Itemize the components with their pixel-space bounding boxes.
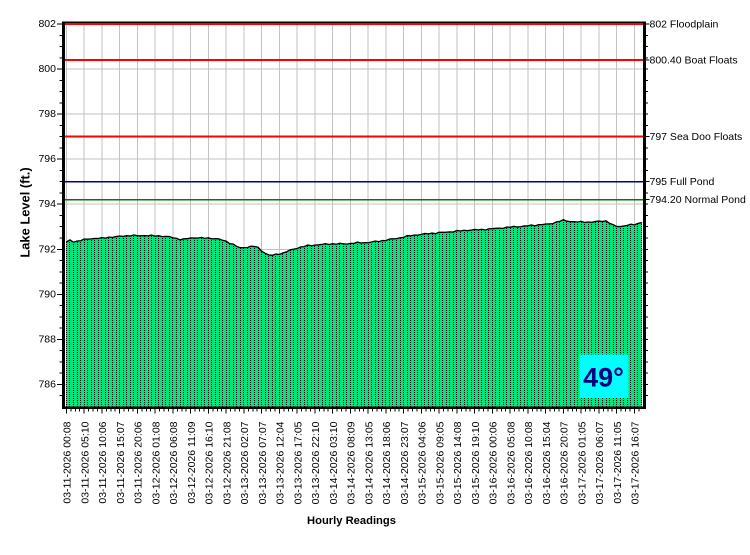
svg-text:03-17-2026 11:05: 03-17-2026 11:05 xyxy=(612,421,624,503)
svg-text:03-11-2026 00:08: 03-11-2026 00:08 xyxy=(62,421,74,503)
svg-text:Lake Level (ft.): Lake Level (ft.) xyxy=(18,167,33,257)
svg-text:802: 802 xyxy=(38,18,56,30)
svg-text:802 Floodplain: 802 Floodplain xyxy=(650,19,719,31)
svg-text:794.20 Normal Pond: 794.20 Normal Pond xyxy=(650,194,746,206)
svg-text:03-12-2026 11:09: 03-12-2026 11:09 xyxy=(186,421,198,503)
svg-text:03-17-2026 01:05: 03-17-2026 01:05 xyxy=(576,421,588,504)
svg-text:800.40 Boat Floats: 800.40 Boat Floats xyxy=(650,55,738,67)
svg-text:03-12-2026 06:08: 03-12-2026 06:08 xyxy=(168,421,180,504)
svg-text:03-13-2026 17:05: 03-13-2026 17:05 xyxy=(292,421,304,504)
svg-text:788: 788 xyxy=(38,333,56,345)
svg-text:03-15-2026 09:05: 03-15-2026 09:05 xyxy=(434,421,446,504)
svg-text:800: 800 xyxy=(38,63,56,75)
svg-text:03-17-2026 06:07: 03-17-2026 06:07 xyxy=(594,421,606,504)
svg-text:03-15-2026 19:10: 03-15-2026 19:10 xyxy=(470,421,482,504)
svg-text:794: 794 xyxy=(38,198,56,210)
svg-text:03-16-2026 20:07: 03-16-2026 20:07 xyxy=(559,421,571,504)
svg-text:796: 796 xyxy=(38,153,56,165)
svg-text:03-15-2026 04:06: 03-15-2026 04:06 xyxy=(417,421,429,504)
svg-text:03-14-2026 23:07: 03-14-2026 23:07 xyxy=(399,421,411,504)
svg-text:03-14-2026 08:09: 03-14-2026 08:09 xyxy=(346,421,358,504)
svg-text:03-13-2026 12:04: 03-13-2026 12:04 xyxy=(275,421,287,504)
svg-text:03-11-2026 05:10: 03-11-2026 05:10 xyxy=(79,421,91,503)
svg-text:03-13-2026 02:07: 03-13-2026 02:07 xyxy=(239,421,251,504)
svg-text:03-17-2026 16:07: 03-17-2026 16:07 xyxy=(630,421,642,504)
svg-text:795 Full Pond: 795 Full Pond xyxy=(650,176,715,188)
svg-text:49°: 49° xyxy=(583,363,624,393)
svg-text:03-15-2026 14:08: 03-15-2026 14:08 xyxy=(452,421,464,504)
svg-text:798: 798 xyxy=(38,108,56,120)
svg-text:03-12-2026 16:10: 03-12-2026 16:10 xyxy=(204,421,216,504)
svg-text:03-11-2026 10:06: 03-11-2026 10:06 xyxy=(97,421,109,503)
svg-text:03-11-2026 20:06: 03-11-2026 20:06 xyxy=(133,421,145,503)
svg-text:Hourly Readings: Hourly Readings xyxy=(307,515,396,527)
svg-text:03-16-2026 00:06: 03-16-2026 00:06 xyxy=(488,421,500,504)
svg-text:790: 790 xyxy=(38,288,56,300)
svg-text:792: 792 xyxy=(38,243,56,255)
svg-text:03-16-2026 05:08: 03-16-2026 05:08 xyxy=(505,421,517,504)
svg-text:03-12-2026 21:08: 03-12-2026 21:08 xyxy=(221,421,233,504)
svg-text:03-16-2026 15:04: 03-16-2026 15:04 xyxy=(541,421,553,504)
svg-text:03-14-2026 03:10: 03-14-2026 03:10 xyxy=(328,421,340,504)
svg-text:03-14-2026 18:06: 03-14-2026 18:06 xyxy=(381,421,393,504)
svg-text:03-11-2026 15:07: 03-11-2026 15:07 xyxy=(115,421,127,503)
svg-text:03-13-2026 07:07: 03-13-2026 07:07 xyxy=(257,421,269,504)
svg-text:786: 786 xyxy=(38,378,56,390)
svg-text:03-13-2026 22:10: 03-13-2026 22:10 xyxy=(310,421,322,504)
svg-text:797 Sea Doo Floats: 797 Sea Doo Floats xyxy=(650,131,743,143)
svg-text:03-14-2026 13:05: 03-14-2026 13:05 xyxy=(363,421,375,504)
svg-text:03-16-2026 10:08: 03-16-2026 10:08 xyxy=(523,421,535,504)
svg-text:03-12-2026 01:08: 03-12-2026 01:08 xyxy=(150,421,162,504)
